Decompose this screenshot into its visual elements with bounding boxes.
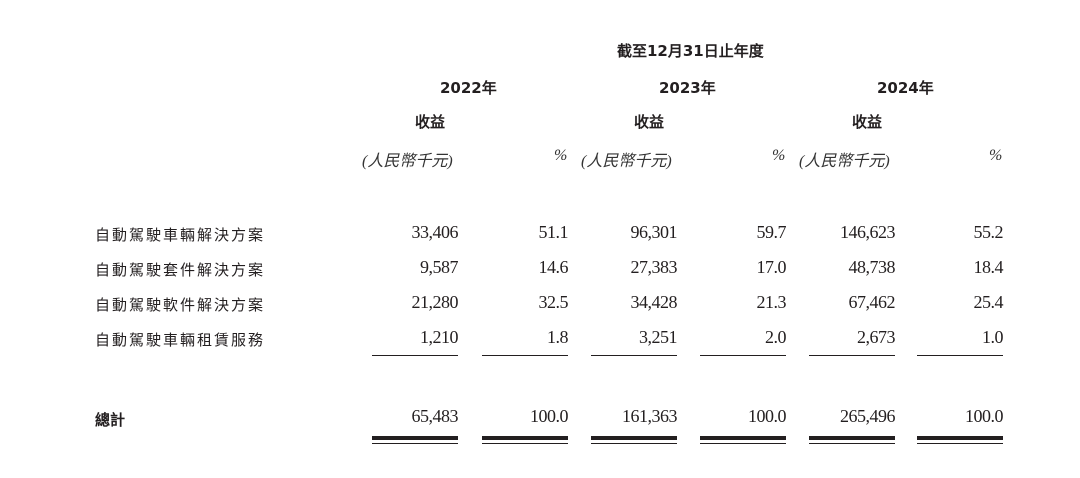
subtotal-rule: [372, 355, 458, 356]
year-header: 2022年: [440, 79, 497, 97]
cell-value: 18.4: [973, 257, 1004, 277]
total-label: 總計: [95, 411, 126, 429]
cell-value: 21,280: [411, 292, 459, 312]
subtotal-rule: [482, 355, 568, 356]
year-header: 2024年: [877, 79, 934, 97]
revenue-header: 收益: [634, 113, 665, 131]
total-double-rule: [809, 436, 895, 449]
cell-value: 1.0: [982, 327, 1004, 347]
unit-header: (人民幣千元): [581, 153, 672, 170]
total-value: 100.0: [530, 406, 569, 426]
cell-value: 48,738: [848, 257, 896, 277]
period-header: 截至12月31日止年度: [617, 42, 764, 60]
cell-value: 2.0: [765, 327, 787, 347]
cell-value: 27,383: [630, 257, 678, 277]
total-double-rule: [591, 436, 677, 449]
cell-value: 1,210: [420, 327, 459, 347]
percent-header: %: [772, 147, 786, 164]
row-label: 自動駕駛車輛解決方案: [95, 226, 266, 244]
row-label: 自動駕駛軟件解決方案: [95, 296, 266, 314]
unit-header: (人民幣千元): [799, 153, 890, 170]
cell-value: 67,462: [848, 292, 896, 312]
cell-value: 2,673: [857, 327, 896, 347]
cell-value: 96,301: [630, 222, 678, 242]
total-value: 65,483: [411, 406, 459, 426]
row-label: 自動駕駛套件解決方案: [95, 261, 266, 279]
cell-value: 25.4: [973, 292, 1004, 312]
revenue-header: 收益: [415, 113, 446, 131]
cell-value: 3,251: [639, 327, 678, 347]
total-double-rule: [917, 436, 1003, 449]
cell-value: 51.1: [538, 222, 569, 242]
total-double-rule: [372, 436, 458, 449]
cell-value: 32.5: [538, 292, 569, 312]
cell-value: 9,587: [420, 257, 459, 277]
revenue-header: 收益: [852, 113, 883, 131]
percent-header: %: [989, 147, 1003, 164]
total-double-rule: [700, 436, 786, 449]
cell-value: 55.2: [973, 222, 1004, 242]
total-value: 161,363: [622, 406, 678, 426]
total-value: 100.0: [965, 406, 1004, 426]
cell-value: 21.3: [756, 292, 787, 312]
cell-value: 33,406: [411, 222, 459, 242]
unit-header: (人民幣千元): [362, 153, 453, 170]
cell-value: 14.6: [538, 257, 569, 277]
cell-value: 34,428: [630, 292, 678, 312]
total-value: 100.0: [748, 406, 787, 426]
cell-value: 59.7: [756, 222, 787, 242]
cell-value: 146,623: [840, 222, 896, 242]
year-header: 2023年: [659, 79, 716, 97]
subtotal-rule: [917, 355, 1003, 356]
total-value: 265,496: [840, 406, 896, 426]
cell-value: 1.8: [547, 327, 569, 347]
subtotal-rule: [700, 355, 786, 356]
subtotal-rule: [591, 355, 677, 356]
cell-value: 17.0: [756, 257, 787, 277]
row-label: 自動駕駛車輛租賃服務: [95, 331, 266, 349]
total-double-rule: [482, 436, 568, 449]
percent-header: %: [554, 147, 568, 164]
subtotal-rule: [809, 355, 895, 356]
